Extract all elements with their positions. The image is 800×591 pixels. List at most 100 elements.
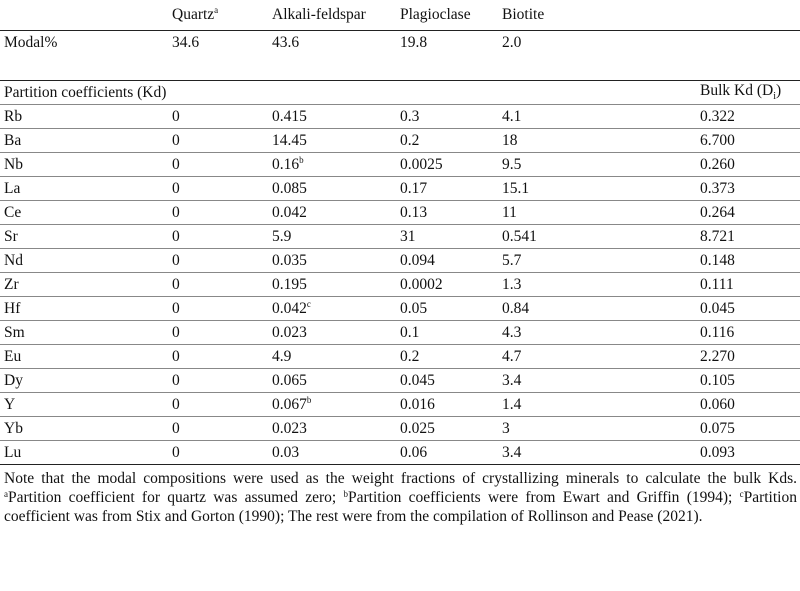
- biotite-kd-cell: 15.1: [498, 176, 696, 201]
- alkali-feldspar-kd-cell: 0.065: [268, 368, 396, 393]
- element-cell: Dy: [0, 368, 168, 393]
- quartz-kd-cell: 0: [168, 320, 268, 345]
- alkali-feldspar-kd-cell: 0.023: [268, 416, 396, 441]
- biotite-kd-cell: 4.1: [498, 104, 696, 129]
- table-row: Dy 0 0.065 0.045 3.4 0.105: [0, 368, 800, 393]
- table-row: La 0 0.085 0.17 15.1 0.373: [0, 176, 800, 201]
- plagioclase-kd-cell: 0.2: [396, 128, 498, 153]
- bulk-kd-cell: 0.148: [696, 248, 800, 273]
- element-cell: Zr: [0, 272, 168, 297]
- plagioclase-kd-cell: 31: [396, 224, 498, 249]
- modal-quartz: 34.6: [168, 30, 268, 54]
- biotite-kd-cell: 5.7: [498, 248, 696, 273]
- element-cell: Yb: [0, 416, 168, 441]
- mineral-header-row: Quartza Alkali-feldspar Plagioclase Biot…: [0, 0, 800, 31]
- biotite-kd-cell: 1.4: [498, 392, 696, 417]
- partition-header-row: Partition coefficients (Kd) Bulk Kd (Di): [0, 80, 800, 105]
- quartz-kd-cell: 0: [168, 176, 268, 201]
- header-plagioclase: Plagioclase: [400, 6, 471, 23]
- table-row: Zr 0 0.195 0.0002 1.3 0.111: [0, 272, 800, 297]
- element-cell: Sr: [0, 224, 168, 249]
- plagioclase-kd-cell: 0.0025: [396, 152, 498, 177]
- biotite-kd-cell: 4.7: [498, 344, 696, 369]
- bulk-kd-cell: 0.111: [696, 272, 800, 297]
- bulk-kd-cell: 0.322: [696, 104, 800, 129]
- quartz-kd-cell: 0: [168, 272, 268, 297]
- bulk-kd-header: Bulk Kd (Di): [696, 80, 800, 105]
- bulk-kd-cell: 0.264: [696, 200, 800, 225]
- plagioclase-kd-cell: 0.17: [396, 176, 498, 201]
- biotite-kd-cell: 3.4: [498, 440, 696, 465]
- element-cell: Y: [0, 392, 168, 417]
- table-row: Hf 0 0.042c 0.05 0.84 0.045: [0, 296, 800, 321]
- table-row: Y 0 0.067b 0.016 1.4 0.060: [0, 392, 800, 417]
- quartz-kd-cell: 0: [168, 248, 268, 273]
- biotite-kd-cell: 0.84: [498, 296, 696, 321]
- header-biotite: Biotite: [502, 6, 545, 23]
- plagioclase-kd-cell: 0.3: [396, 104, 498, 129]
- element-cell: Lu: [0, 440, 168, 465]
- plagioclase-kd-cell: 0.025: [396, 416, 498, 441]
- table-row: Ce 0 0.042 0.13 11 0.264: [0, 200, 800, 225]
- header-alkali-feldspar: Alkali-feldspar: [272, 6, 366, 23]
- table-row: Nb 0 0.16b 0.0025 9.5 0.260: [0, 152, 800, 177]
- alkali-feldspar-kd-cell: 0.03: [268, 440, 396, 465]
- modal-biotite: 2.0: [498, 30, 696, 54]
- plagioclase-kd-cell: 0.13: [396, 200, 498, 225]
- bulk-kd-cell: 0.105: [696, 368, 800, 393]
- partition-label: Partition coefficients (Kd): [0, 80, 696, 105]
- element-cell: Rb: [0, 104, 168, 129]
- alkali-feldspar-kd-cell: 0.042c: [268, 296, 396, 321]
- alkali-feldspar-kd-cell: 5.9: [268, 224, 396, 249]
- alkali-feldspar-kd-cell: 0.415: [268, 104, 396, 129]
- table-row: Sm 0 0.023 0.1 4.3 0.116: [0, 320, 800, 345]
- plagioclase-kd-cell: 0.016: [396, 392, 498, 417]
- bulk-kd-cell: 8.721: [696, 224, 800, 249]
- plagioclase-kd-cell: 0.094: [396, 248, 498, 273]
- partition-coefficient-table: Quartza Alkali-feldspar Plagioclase Biot…: [0, 0, 800, 465]
- quartz-kd-cell: 0: [168, 392, 268, 417]
- quartz-kd-cell: 0: [168, 104, 268, 129]
- bulk-kd-cell: 0.116: [696, 320, 800, 345]
- alkali-feldspar-kd-cell: 14.45: [268, 128, 396, 153]
- element-cell: Hf: [0, 296, 168, 321]
- plagioclase-kd-cell: 0.06: [396, 440, 498, 465]
- biotite-kd-cell: 3.4: [498, 368, 696, 393]
- modal-plagioclase: 19.8: [396, 30, 498, 54]
- bulk-kd-cell: 0.075: [696, 416, 800, 441]
- table-row: Lu 0 0.03 0.06 3.4 0.093: [0, 440, 800, 465]
- biotite-kd-cell: 0.541: [498, 224, 696, 249]
- biotite-kd-cell: 11: [498, 200, 696, 225]
- alkali-feldspar-kd-cell: 0.195: [268, 272, 396, 297]
- quartz-kd-cell: 0: [168, 440, 268, 465]
- spacer-row: [0, 54, 800, 81]
- bulk-kd-cell: 0.060: [696, 392, 800, 417]
- quartz-kd-cell: 0: [168, 128, 268, 153]
- plagioclase-kd-cell: 0.0002: [396, 272, 498, 297]
- alkali-feldspar-kd-cell: 0.035: [268, 248, 396, 273]
- bulk-kd-cell: 0.260: [696, 152, 800, 177]
- table-row: Nd 0 0.035 0.094 5.7 0.148: [0, 248, 800, 273]
- element-cell: Nb: [0, 152, 168, 177]
- quartz-kd-cell: 0: [168, 296, 268, 321]
- bulk-kd-cell: 0.093: [696, 440, 800, 465]
- bulk-kd-cell: 2.270: [696, 344, 800, 369]
- table-row: Rb 0 0.415 0.3 4.1 0.322: [0, 104, 800, 129]
- element-cell: La: [0, 176, 168, 201]
- biotite-kd-cell: 9.5: [498, 152, 696, 177]
- bulk-kd-cell: 0.373: [696, 176, 800, 201]
- alkali-feldspar-kd-cell: 0.023: [268, 320, 396, 345]
- plagioclase-kd-cell: 0.2: [396, 344, 498, 369]
- modal-alkali-feldspar: 43.6: [268, 30, 396, 54]
- modal-label: Modal%: [0, 30, 168, 54]
- header-quartz: Quartza: [172, 5, 219, 24]
- alkali-feldspar-kd-cell: 0.16b: [268, 152, 396, 177]
- quartz-kd-cell: 0: [168, 344, 268, 369]
- alkali-feldspar-kd-cell: 0.067b: [268, 392, 396, 417]
- element-cell: Ce: [0, 200, 168, 225]
- plagioclase-kd-cell: 0.05: [396, 296, 498, 321]
- quartz-kd-cell: 0: [168, 152, 268, 177]
- alkali-feldspar-kd-cell: 0.042: [268, 200, 396, 225]
- biotite-kd-cell: 18: [498, 128, 696, 153]
- alkali-feldspar-kd-cell: 0.085: [268, 176, 396, 201]
